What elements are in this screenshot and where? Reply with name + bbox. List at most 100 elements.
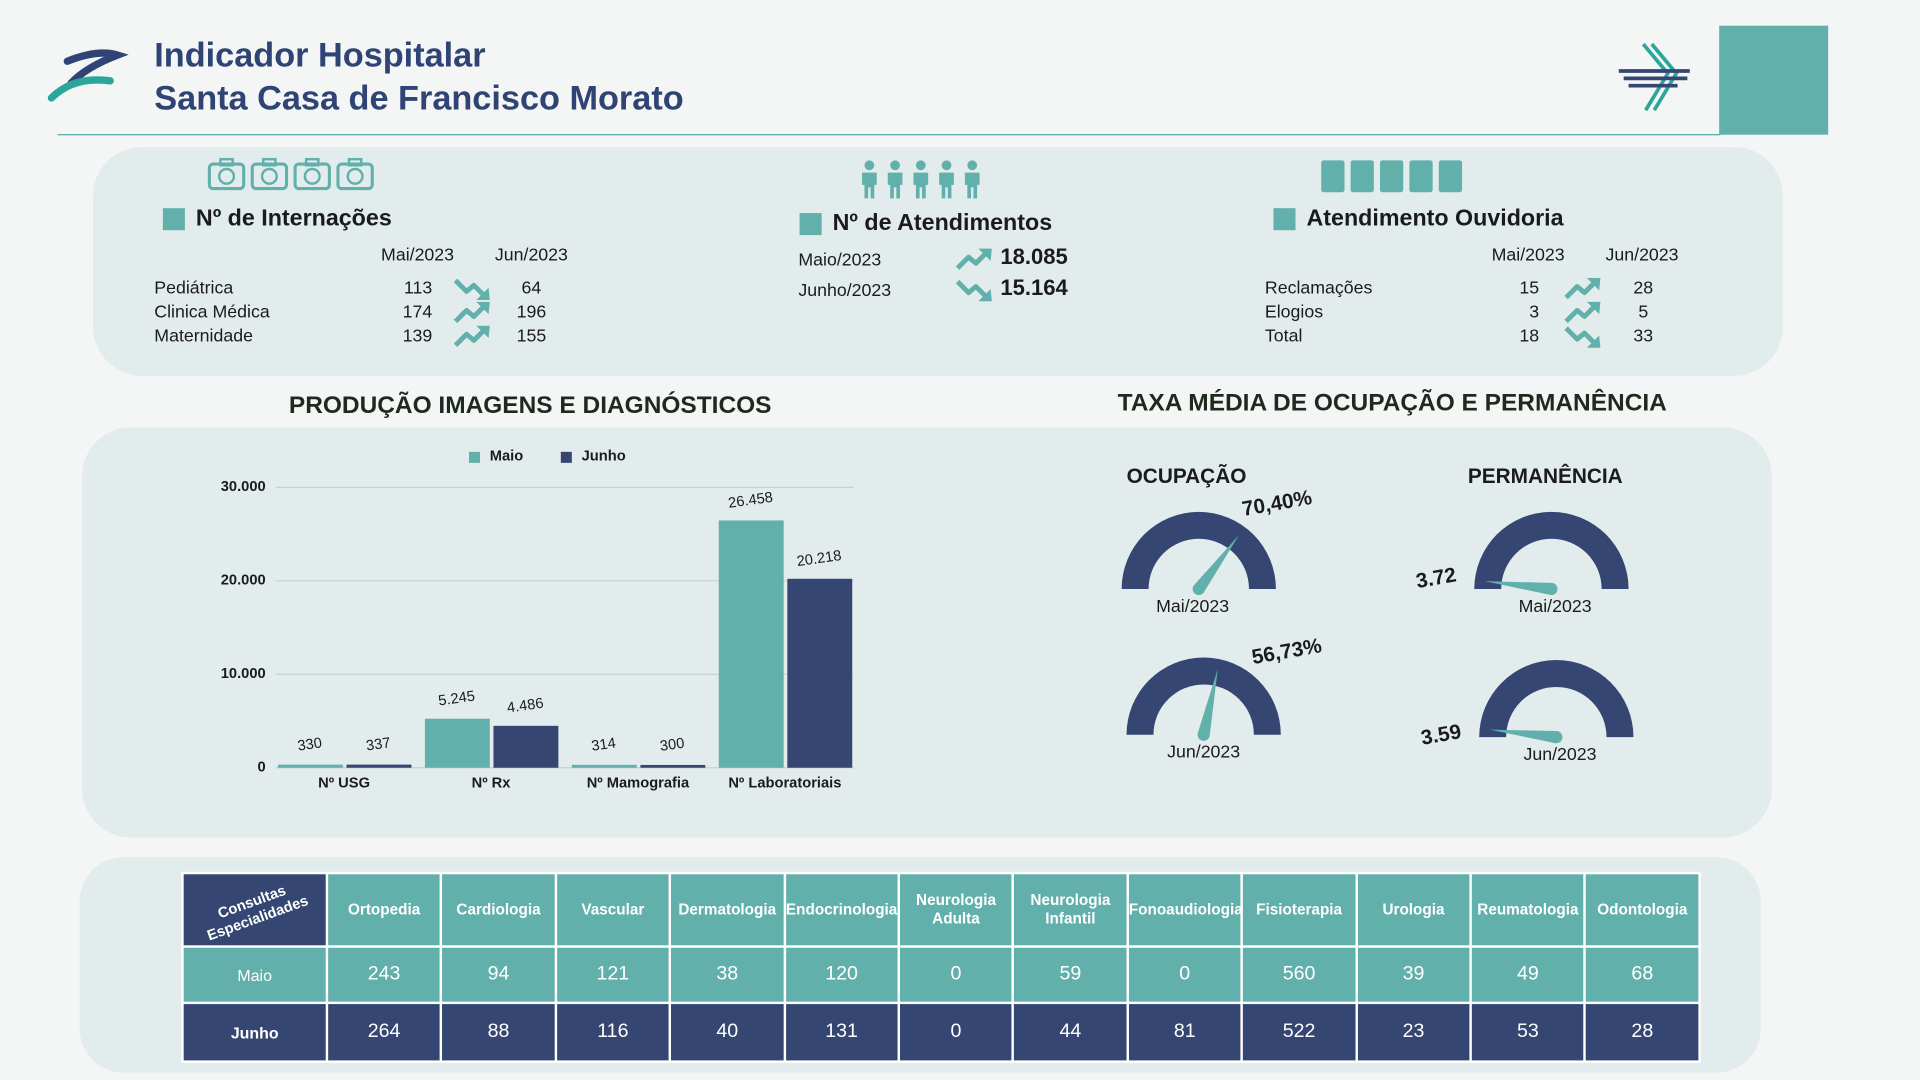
title-square [799, 213, 822, 236]
cell: 49 [1471, 947, 1584, 1002]
logo-right [1618, 42, 1690, 112]
icon-person [964, 160, 980, 199]
trend-head [1586, 301, 1601, 315]
trend-line [453, 278, 487, 299]
trend-head [476, 301, 490, 315]
trend-icon [1564, 326, 1601, 348]
value-label: 330 [297, 735, 324, 754]
icon-book [1409, 160, 1433, 193]
gauge-label: Mai/2023 [1519, 596, 1592, 616]
section-title: PRODUÇÃO IMAGENS E DIAGNÓSTICOS [289, 391, 772, 419]
row-value: 28 [1633, 278, 1653, 298]
icon-book [1438, 160, 1463, 193]
cell: 38 [671, 947, 784, 1002]
cell: 59 [1014, 947, 1127, 1002]
column-header: Fonoaudiologia [1128, 874, 1241, 946]
row-value: 18 [1519, 325, 1539, 345]
icon-person [939, 160, 954, 199]
row-label: Total [1265, 325, 1303, 345]
bar [787, 578, 853, 768]
title-line: Indicador Hospitalar [154, 37, 485, 75]
trend-icon [453, 301, 490, 324]
row-value: 3 [1529, 302, 1539, 322]
row-label: Pediátrica [154, 278, 233, 298]
row-value: 196 [517, 302, 547, 322]
trend-head [476, 287, 490, 301]
trend-icon [955, 248, 992, 270]
trend-head [476, 325, 490, 338]
table-row: Maio 243 94 121 38 120 0 59 0 560 39 49 68 [183, 947, 1699, 1002]
cell: 94 [442, 947, 555, 1002]
column-header: Urologia [1357, 874, 1470, 946]
value-label: 20.218 [796, 548, 843, 570]
trend-line [453, 303, 487, 324]
row-label: Elogios [1265, 302, 1323, 322]
corner-cell: Consultas Especialidades [183, 874, 326, 946]
row-value: 15.164 [1000, 275, 1068, 300]
cell: 264 [328, 1004, 441, 1061]
cell: 68 [1586, 947, 1699, 1002]
column-header: Neurologia Adulta [900, 874, 1012, 946]
row-value: 18.085 [1000, 244, 1067, 269]
column-header: Jun/2023 [1606, 245, 1679, 265]
cell: 28 [1586, 1004, 1699, 1061]
value-label: 300 [659, 736, 686, 755]
row-value: 155 [517, 325, 547, 345]
bar [571, 764, 637, 768]
icon-kit [207, 157, 246, 191]
x-tick-label: Nº Rx [472, 776, 512, 792]
trend-icon [453, 278, 490, 301]
trend-line [955, 250, 989, 270]
row-value: 33 [1633, 325, 1653, 345]
gauge-title: PERMANÊNCIA [1468, 464, 1623, 488]
icon-part [967, 160, 978, 171]
icon-part [913, 172, 929, 199]
gauge-arc [1479, 660, 1634, 738]
column-header: Fisioterapia [1243, 874, 1356, 946]
block-title: Nº de Internações [196, 204, 392, 230]
value-label: 4.486 [506, 696, 545, 717]
value-label: 314 [590, 735, 617, 754]
row-label: Junho/2023 [798, 280, 891, 300]
icon-person [887, 160, 903, 199]
y-tick-label: 20.000 [221, 573, 266, 589]
bar [493, 725, 559, 768]
row-label: Maio [183, 947, 326, 1002]
value-label: 5.245 [437, 689, 476, 710]
icon-person [862, 160, 877, 199]
icon-part [219, 157, 234, 167]
cell: 0 [900, 1004, 1012, 1061]
column-header: Mai/2023 [1492, 245, 1565, 265]
block-title: Atendimento Ouvidoria [1307, 204, 1565, 230]
gauge-title: OCUPAÇÃO [1127, 465, 1247, 488]
row-value: 15 [1519, 278, 1539, 298]
icon-part [262, 157, 277, 167]
bar [424, 718, 490, 768]
bar [346, 764, 412, 768]
cell: 120 [785, 947, 898, 1002]
table-row: Junho 264 88 116 40 131 0 44 81 522 23 53 28 [183, 1004, 1699, 1061]
icon-kit [293, 157, 331, 191]
icon-part [347, 157, 363, 167]
gauge-needle [1489, 729, 1563, 744]
cell: 44 [1014, 1004, 1127, 1061]
cell: 23 [1357, 1004, 1470, 1061]
corner-text: Consultas Especialidades [184, 874, 326, 945]
header-row: Consultas Especialidades Ortopedia Cardiolo… [183, 874, 1699, 946]
icon-book [1321, 160, 1345, 193]
trend-head [978, 248, 992, 261]
x-tick-label: Nº USG [318, 776, 370, 792]
column-header: Cardiologia [442, 874, 555, 946]
consultas-table: Consultas Especialidades Ortopedia Cardiolo… [181, 871, 1701, 1063]
cell: 81 [1128, 1004, 1241, 1061]
cell: 39 [1357, 947, 1470, 1002]
trend-line [1564, 279, 1598, 300]
icon-part [939, 172, 954, 199]
icon-person [913, 160, 929, 199]
bar [718, 520, 784, 768]
cell: 560 [1243, 947, 1356, 1002]
y-tick-label: 30.000 [221, 479, 266, 495]
row-label: Reclamações [1265, 278, 1373, 298]
icon-kit [250, 157, 289, 191]
